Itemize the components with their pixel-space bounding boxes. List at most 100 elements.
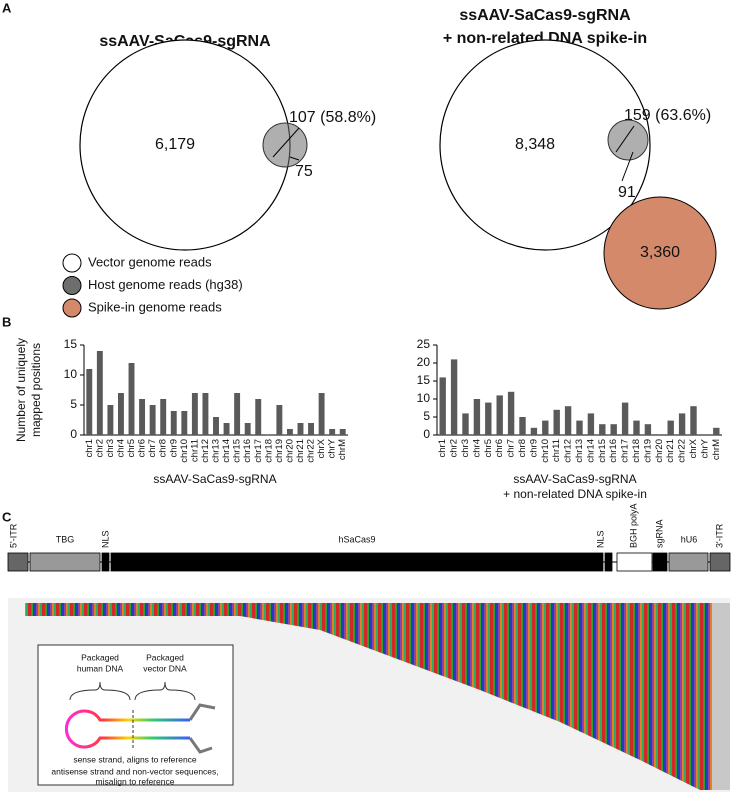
bar [96, 351, 103, 435]
bar [244, 423, 251, 435]
x-tick-label: chr22 [306, 439, 317, 463]
vector-count: 6,179 [155, 136, 195, 153]
overlap-count: 159 (63.6%) [624, 107, 711, 124]
bar [507, 391, 515, 435]
spike-circle [603, 196, 717, 310]
x-tick-label: chrY [327, 438, 338, 458]
x-tick-label: chr2 [94, 439, 105, 457]
x-tick-label: chr3 [105, 439, 116, 457]
leader [272, 127, 300, 158]
host-circle [262, 122, 308, 168]
x-tick-label: chr7 [147, 439, 158, 457]
bar [587, 413, 595, 435]
x-tick-label: chr13 [211, 439, 222, 463]
x-tick-label: chr15 [597, 439, 608, 463]
inset-label: antisense strand and non-vector sequence… [51, 766, 218, 776]
x-tick-label: chr20 [284, 439, 295, 463]
y-tick-label: 15 [417, 373, 431, 387]
x-tick-label: chr17 [253, 439, 264, 463]
brace [69, 681, 131, 701]
x-tick-label: chrX [688, 438, 699, 458]
bar [308, 423, 314, 435]
bar [255, 399, 262, 435]
venn-title: ssAAV-SaCas9-sgRNA [459, 7, 631, 24]
bar [223, 423, 230, 435]
brace [134, 681, 196, 701]
bar [542, 420, 549, 435]
leader [615, 125, 635, 153]
x-tick-label: chr13 [574, 439, 585, 463]
bar [439, 377, 446, 435]
bar [564, 406, 572, 435]
legend-swatch [62, 276, 82, 295]
y-tick-label: 0 [423, 427, 430, 441]
bar [128, 363, 135, 435]
x-tick-label: chr15 [232, 439, 243, 463]
reads-right [712, 603, 730, 790]
map-label: TBG [56, 534, 75, 544]
bar [678, 413, 686, 435]
y-tick-label: 20 [417, 355, 431, 369]
bar [297, 423, 304, 435]
map-element [616, 552, 653, 572]
bar [170, 411, 177, 435]
y-tick-label: 25 [417, 337, 431, 351]
map-label: NLS [100, 530, 110, 548]
legend-swatch [62, 298, 82, 318]
x-tick-label: chr20 [654, 439, 665, 463]
map-element [110, 552, 604, 572]
y-tick-label: 10 [417, 391, 431, 405]
map-label: 3'-ITR [714, 523, 724, 548]
x-tick-label: chrM [337, 439, 348, 460]
legend-swatch [62, 253, 82, 273]
inset-label: sense strand, aligns to reference [73, 754, 197, 764]
y-tick-label: 5 [423, 409, 430, 423]
map-label: hSaCas9 [338, 534, 375, 544]
x-tick-label: chr2 [449, 439, 460, 457]
legend-label: Spike-in genome reads [88, 299, 222, 314]
bar [86, 369, 93, 435]
bar [149, 405, 156, 435]
bar [519, 417, 526, 435]
x-axis-label: ssAAV-SaCas9-sgRNA [513, 472, 636, 486]
x-tick-label: chr17 [620, 439, 631, 463]
map-label: NLS [595, 530, 605, 548]
x-tick-label: chr14 [221, 439, 232, 463]
map-label: BGH polyA [628, 503, 638, 548]
x-tick-label: chr9 [528, 439, 539, 457]
inset-label: Packaged [81, 652, 119, 662]
x-axis-label: ssAAV-SaCas9-sgRNA [153, 472, 276, 486]
host-circle [607, 119, 649, 161]
bar [107, 405, 114, 435]
bar [690, 406, 697, 435]
x-tick-label: chrY [699, 438, 710, 458]
x-tick-label: chr18 [263, 439, 274, 463]
map-element [709, 552, 731, 572]
x-tick-label: chr21 [295, 439, 306, 463]
bar [530, 427, 538, 435]
bar [191, 393, 198, 435]
x-tick-label: chr18 [631, 439, 642, 463]
itr-hairpin [188, 703, 216, 754]
map-label: hU6 [681, 534, 698, 544]
y-axis-label: Number of uniquely [14, 338, 28, 442]
panel-label: A [2, 0, 12, 15]
x-tick-label: chr21 [665, 439, 676, 463]
inset-label: human DNA [77, 663, 124, 673]
x-tick-label: chr12 [563, 439, 574, 463]
bar [621, 402, 629, 435]
bar [181, 411, 188, 435]
x-tick-label: chr16 [242, 439, 253, 463]
overlap-count: 107 (58.8%) [289, 109, 376, 126]
x-axis-label: + non-related DNA spike-in [503, 487, 647, 501]
panel-label: B [2, 314, 11, 329]
bar [633, 420, 640, 435]
x-tick-label: chr10 [540, 439, 551, 463]
x-tick-label: chr6 [137, 439, 148, 457]
x-tick-label: chr16 [608, 439, 619, 463]
bar [276, 405, 283, 435]
map-label: sgRNA [654, 519, 664, 548]
inset-label: misalign to reference [96, 776, 175, 786]
panel-label: C [2, 509, 12, 524]
